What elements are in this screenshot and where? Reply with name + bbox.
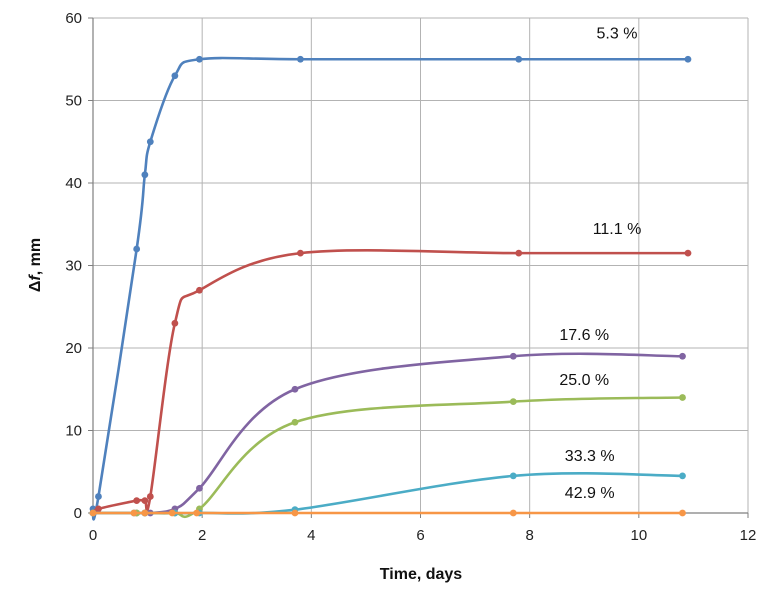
x-tick-labels: 0 2 4 6 8 10 12: [89, 527, 757, 544]
data-point: [196, 55, 203, 63]
data-point: [89, 509, 97, 517]
data-point: [679, 472, 686, 480]
y-tick-label: 10: [65, 423, 82, 440]
data-point: [171, 72, 179, 80]
data-point: [291, 418, 299, 426]
data-point: [509, 352, 517, 360]
data-point: [146, 493, 154, 500]
data-point: [193, 509, 201, 517]
data-point: [171, 319, 179, 327]
x-tick-label: 2: [198, 527, 206, 544]
y-axis-title: Δf, mm: [27, 238, 44, 292]
data-point: [291, 509, 299, 517]
data-point: [168, 509, 176, 517]
data-point: [141, 171, 149, 179]
data-point: [679, 509, 686, 517]
x-axis-title: Time, days: [380, 566, 463, 583]
series-label: 25.0 %: [559, 372, 609, 389]
y-tick-labels: 0 10 20 30 40 50 60: [65, 10, 82, 522]
y-axis-title-delta: Δ: [27, 281, 44, 293]
y-axis-title-f: f: [27, 274, 44, 281]
data-point: [509, 398, 517, 406]
series-labels: 5.3 % 11.1 % 17.6 % 25.0 % 33.3 % 42.9 %: [559, 26, 641, 503]
data-point: [141, 509, 149, 517]
x-tick-label: 8: [525, 527, 533, 544]
series-53: [89, 55, 692, 521]
y-axis-title-unit: , mm: [27, 238, 44, 275]
data-point: [509, 509, 517, 517]
data-point: [133, 497, 141, 505]
data-point: [515, 55, 523, 63]
data-point: [679, 394, 686, 401]
series-label: 42.9 %: [565, 485, 615, 502]
y-tick-label: 0: [74, 505, 82, 522]
data-point: [95, 493, 102, 500]
x-tick-label: 6: [416, 527, 424, 544]
y-tick-label: 30: [65, 258, 82, 275]
data-point: [297, 55, 304, 63]
y-tick-label: 60: [65, 10, 82, 27]
y-tick-label: 20: [65, 340, 82, 357]
series-label: 5.3 %: [597, 26, 638, 43]
data-point: [679, 352, 686, 360]
series-429: [89, 509, 686, 517]
data-point: [146, 138, 154, 146]
data-point: [141, 497, 149, 505]
data-point: [515, 249, 523, 257]
data-point: [684, 249, 692, 257]
series-111: [89, 249, 692, 517]
data-point: [196, 286, 203, 294]
data-point: [130, 509, 138, 517]
data-point: [291, 385, 299, 393]
x-tick-label: 10: [630, 527, 647, 544]
data-point: [196, 484, 203, 492]
series-group: [89, 55, 692, 521]
data-point: [95, 505, 102, 513]
data-point: [133, 245, 141, 253]
series-line: [91, 56, 690, 521]
x-tick-label: 0: [89, 527, 97, 544]
data-point: [684, 55, 692, 63]
data-point: [509, 472, 517, 480]
y-tick-label: 40: [65, 175, 82, 192]
x-tick-label: 4: [307, 527, 315, 544]
x-tick-label: 12: [740, 527, 757, 544]
y-tick-label: 50: [65, 93, 82, 110]
series-label: 17.6 %: [559, 327, 609, 344]
series-label: 33.3 %: [565, 448, 615, 465]
data-point: [297, 249, 304, 257]
series-label: 11.1 %: [593, 221, 642, 238]
gridlines: [93, 17, 749, 513]
